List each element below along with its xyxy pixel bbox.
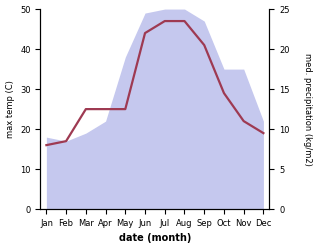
Y-axis label: max temp (C): max temp (C)	[5, 80, 15, 138]
Y-axis label: med. precipitation (kg/m2): med. precipitation (kg/m2)	[303, 53, 313, 166]
X-axis label: date (month): date (month)	[119, 234, 191, 244]
